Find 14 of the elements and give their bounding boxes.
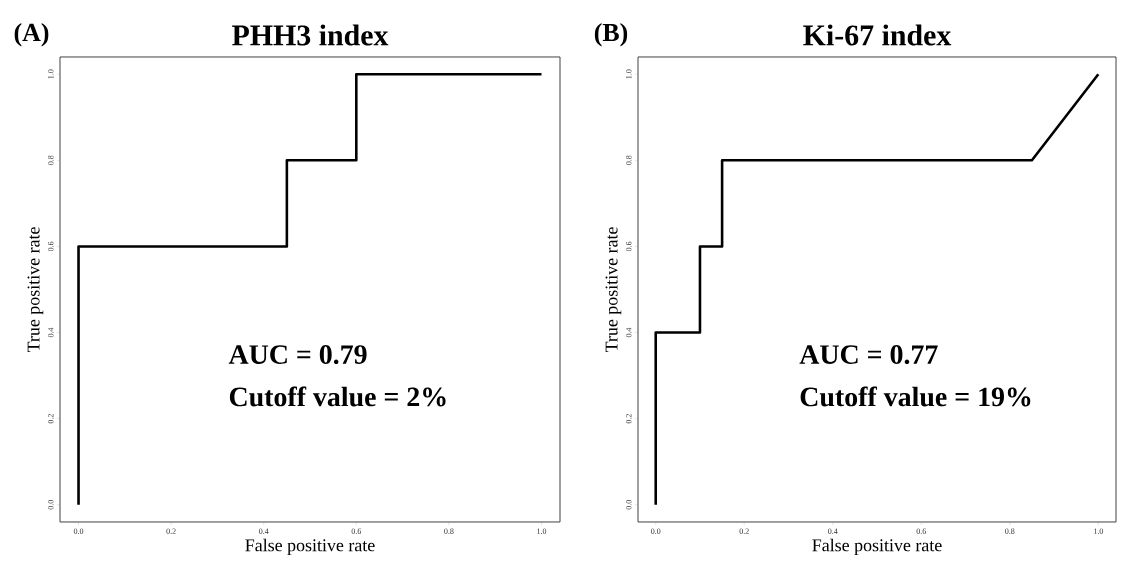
y-axis-title: True positive rate [605,227,622,353]
annotation: AUC = 0.79 [228,345,367,365]
x-axis-title: False positive rate [812,538,942,556]
annotation: Cutoff value = 19% [800,386,1031,407]
line-series [654,72,1100,507]
text: (A) [14,23,49,47]
chart-title: Ki-67 index [803,24,952,46]
annotation: Cutoff value = 2% [229,386,446,407]
text: (B) [594,23,628,47]
line-series [77,72,543,507]
x-axis-title: False positive rate [245,538,375,556]
annotation: AUC = 0.77 [799,345,938,365]
chart-title: PHH3 index [232,24,389,46]
y-axis-title: True positive rate [27,227,44,353]
